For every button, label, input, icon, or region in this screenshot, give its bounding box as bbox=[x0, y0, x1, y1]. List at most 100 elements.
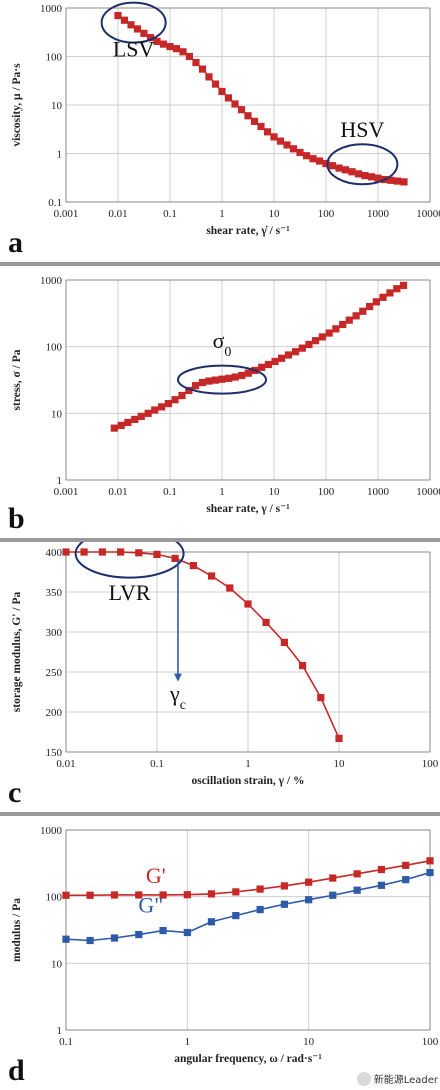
x-tick-label: 0.1 bbox=[163, 486, 177, 498]
data-point bbox=[86, 891, 94, 899]
data-point bbox=[402, 861, 410, 869]
data-point bbox=[198, 65, 207, 73]
data-point bbox=[137, 412, 145, 420]
data-point bbox=[205, 377, 213, 385]
data-point bbox=[399, 281, 408, 289]
data-point bbox=[352, 312, 360, 320]
panel-divider bbox=[0, 812, 440, 816]
data-point bbox=[120, 16, 129, 24]
data-point bbox=[86, 936, 94, 945]
y-tick-label: 10 bbox=[51, 958, 63, 970]
data-point bbox=[124, 418, 132, 427]
panel-letter: c bbox=[8, 776, 21, 809]
x-tick-label: 0.01 bbox=[56, 758, 75, 770]
data-point bbox=[62, 548, 70, 556]
data-point bbox=[283, 141, 291, 149]
data-point bbox=[135, 930, 143, 939]
y-axis-label: stress, σ / Pa bbox=[11, 349, 23, 410]
data-point bbox=[238, 371, 246, 380]
annotation-label: LSV bbox=[113, 37, 155, 62]
data-point bbox=[244, 369, 252, 377]
data-point bbox=[232, 888, 240, 896]
wechat-logo-icon bbox=[356, 1071, 371, 1086]
x-tick-label: 1000 bbox=[367, 208, 390, 220]
data-point bbox=[372, 298, 380, 306]
watermark-text: 新能源Leader bbox=[373, 1075, 438, 1086]
y-axis-label: viscosity, μ / Pa·s bbox=[11, 63, 23, 147]
data-point bbox=[224, 94, 233, 102]
y-tick-label: 100 bbox=[46, 342, 63, 354]
x-tick-label: 0.001 bbox=[54, 208, 79, 220]
x-tick-label: 0.01 bbox=[108, 486, 127, 498]
panel-divider bbox=[0, 262, 440, 266]
x-tick-label: 0.1 bbox=[163, 208, 177, 220]
data-point bbox=[110, 934, 119, 942]
data-point bbox=[291, 348, 300, 356]
data-point bbox=[231, 100, 239, 108]
annotation-label: G' bbox=[146, 863, 166, 888]
data-point bbox=[218, 87, 226, 96]
y-tick-label: 400 bbox=[46, 547, 63, 559]
data-point bbox=[305, 340, 313, 349]
data-point bbox=[171, 554, 179, 562]
y-tick-label: 10 bbox=[51, 408, 63, 420]
data-point bbox=[207, 572, 216, 580]
x-tick-label: 1 bbox=[219, 208, 225, 220]
x-tick-label: 100 bbox=[318, 486, 335, 498]
data-point bbox=[311, 337, 320, 345]
data-point bbox=[244, 600, 252, 608]
y-tick-label: 350 bbox=[46, 587, 63, 599]
y-tick-label: 250 bbox=[46, 667, 63, 679]
y-tick-label: 1000 bbox=[40, 3, 63, 15]
data-point bbox=[298, 344, 306, 352]
data-point bbox=[164, 399, 172, 408]
plot-area bbox=[65, 829, 431, 1031]
y-tick-label: 10 bbox=[51, 100, 63, 112]
x-tick-label: 1000 bbox=[367, 486, 390, 498]
data-point bbox=[318, 333, 326, 341]
data-point bbox=[153, 37, 161, 45]
data-point bbox=[353, 870, 361, 878]
data-point bbox=[315, 157, 324, 165]
data-point bbox=[151, 406, 159, 414]
arrow-head-icon bbox=[173, 673, 182, 682]
x-tick-label: 10 bbox=[303, 1036, 315, 1048]
data-point bbox=[325, 329, 333, 337]
chart-panel-c: 0.01 0.1 1 10 100 150 200 250 300 350 400 oscillati… bbox=[0, 542, 440, 812]
x-axis-label: angular frequency, ω / rad·s⁻¹ bbox=[174, 1053, 322, 1065]
data-point bbox=[257, 122, 265, 131]
data-point bbox=[218, 375, 226, 383]
data-point bbox=[183, 891, 191, 899]
data-point bbox=[153, 550, 161, 558]
data-point bbox=[305, 896, 313, 904]
data-point bbox=[309, 155, 317, 163]
panel-letter: b bbox=[8, 502, 25, 535]
data-point bbox=[178, 391, 186, 400]
x-axis-label: shear rate, γ / s⁻¹ bbox=[206, 503, 289, 515]
data-point bbox=[284, 351, 293, 359]
x-tick-label: 10 bbox=[269, 208, 281, 220]
data-point bbox=[159, 891, 167, 899]
data-point bbox=[296, 148, 304, 157]
data-point bbox=[98, 548, 106, 556]
data-point bbox=[191, 382, 200, 390]
data-point bbox=[377, 865, 386, 874]
data-point bbox=[426, 857, 434, 865]
annotation-label: LVR bbox=[109, 580, 151, 605]
data-point bbox=[317, 694, 325, 702]
x-tick-label: 1 bbox=[185, 1036, 191, 1048]
data-point bbox=[280, 638, 288, 646]
data-point bbox=[110, 424, 118, 432]
data-point bbox=[133, 25, 142, 33]
data-point bbox=[159, 926, 167, 935]
data-point bbox=[127, 21, 135, 29]
watermark: 新能源Leader bbox=[356, 1071, 438, 1086]
data-point bbox=[185, 52, 194, 61]
data-point bbox=[332, 325, 340, 333]
y-tick-label: 100 bbox=[46, 52, 63, 64]
data-point bbox=[374, 174, 382, 182]
y-tick-label: 300 bbox=[46, 627, 63, 639]
data-point bbox=[80, 548, 88, 556]
